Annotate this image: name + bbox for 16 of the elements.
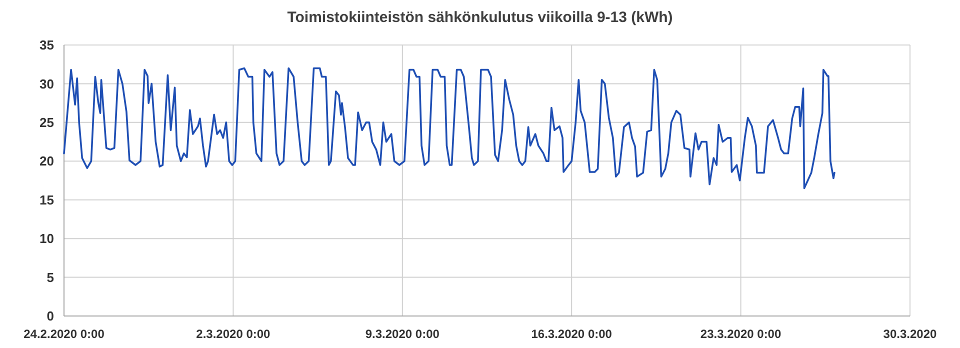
- y-tick-label: 30: [40, 76, 54, 92]
- x-tick-label: 23.3.2020 0:00: [700, 327, 782, 341]
- y-tick-label: 5: [46, 270, 54, 285]
- x-tick-label: 30.3.2020: [883, 327, 938, 341]
- y-tick-label: 0: [46, 308, 54, 324]
- y-tick-label: 25: [40, 114, 54, 130]
- x-tick-label: 24.2.2020 0:00: [24, 327, 105, 341]
- line-series: [63, 67, 836, 190]
- x-tick-label: 2.3.2020 0:00: [196, 327, 271, 341]
- y-tick-label: 10: [40, 231, 54, 246]
- y-tick-label: 15: [40, 192, 54, 208]
- y-tick-label: 35: [40, 38, 54, 53]
- chart-title: Toimistokiinteistön sähkönkulutus viikoilla 9-13 (kWh): [287, 9, 673, 26]
- x-tick-label: 9.3.2020 0:00: [365, 327, 440, 341]
- x-tick-label: 16.3.2020 0:00: [531, 327, 612, 341]
- y-tick-label: 20: [40, 154, 54, 169]
